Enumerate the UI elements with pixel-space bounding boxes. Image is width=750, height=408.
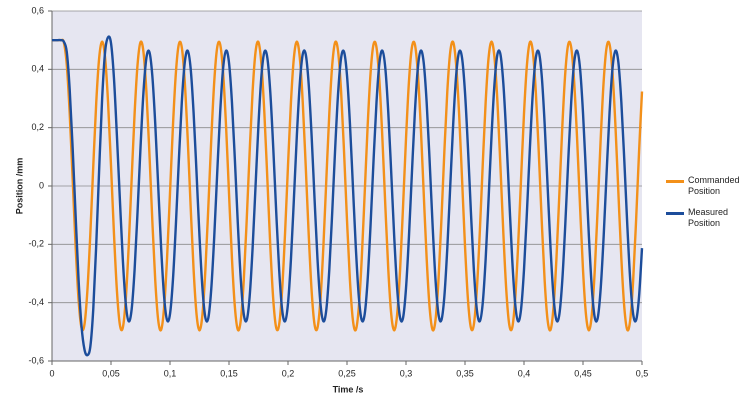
legend-entry: Commanded Position: [666, 175, 750, 197]
x-tick-label: 0,2: [282, 368, 295, 378]
y-tick-label: -0,4: [28, 297, 44, 307]
series-line: [52, 35, 644, 357]
series-line: [52, 38, 644, 332]
y-tick-label: 0: [39, 180, 44, 190]
x-tick-label: 0,05: [102, 368, 120, 378]
y-tick-label: 0,4: [31, 64, 44, 74]
x-tick-label: 0,15: [220, 368, 238, 378]
x-tick-label: 0,35: [456, 368, 474, 378]
x-tick-label: 0,4: [518, 368, 531, 378]
x-tick-label: 0,3: [400, 368, 413, 378]
legend-label: Measured Position: [688, 207, 729, 228]
x-axis-title: Time /s: [333, 384, 364, 394]
x-tick-label: 0,25: [338, 368, 356, 378]
y-tick-label: -0,2: [28, 239, 44, 249]
y-tick-label: 0,2: [31, 122, 44, 132]
legend-label: Commanded Position: [688, 175, 740, 196]
y-tick-label: 0,6: [31, 5, 44, 15]
y-axis-title: Position /mm: [14, 158, 24, 215]
legend-swatch: [666, 212, 684, 215]
x-tick-label: 0,45: [574, 368, 592, 378]
legend: Commanded Position Measured Position: [666, 175, 750, 239]
y-tick-label: -0,6: [28, 355, 44, 365]
legend-entry: Measured Position: [666, 207, 750, 229]
x-tick-label: 0: [49, 368, 54, 378]
x-tick-label: 0,5: [636, 368, 649, 378]
legend-swatch: [666, 180, 684, 183]
x-tick-label: 0,1: [164, 368, 177, 378]
